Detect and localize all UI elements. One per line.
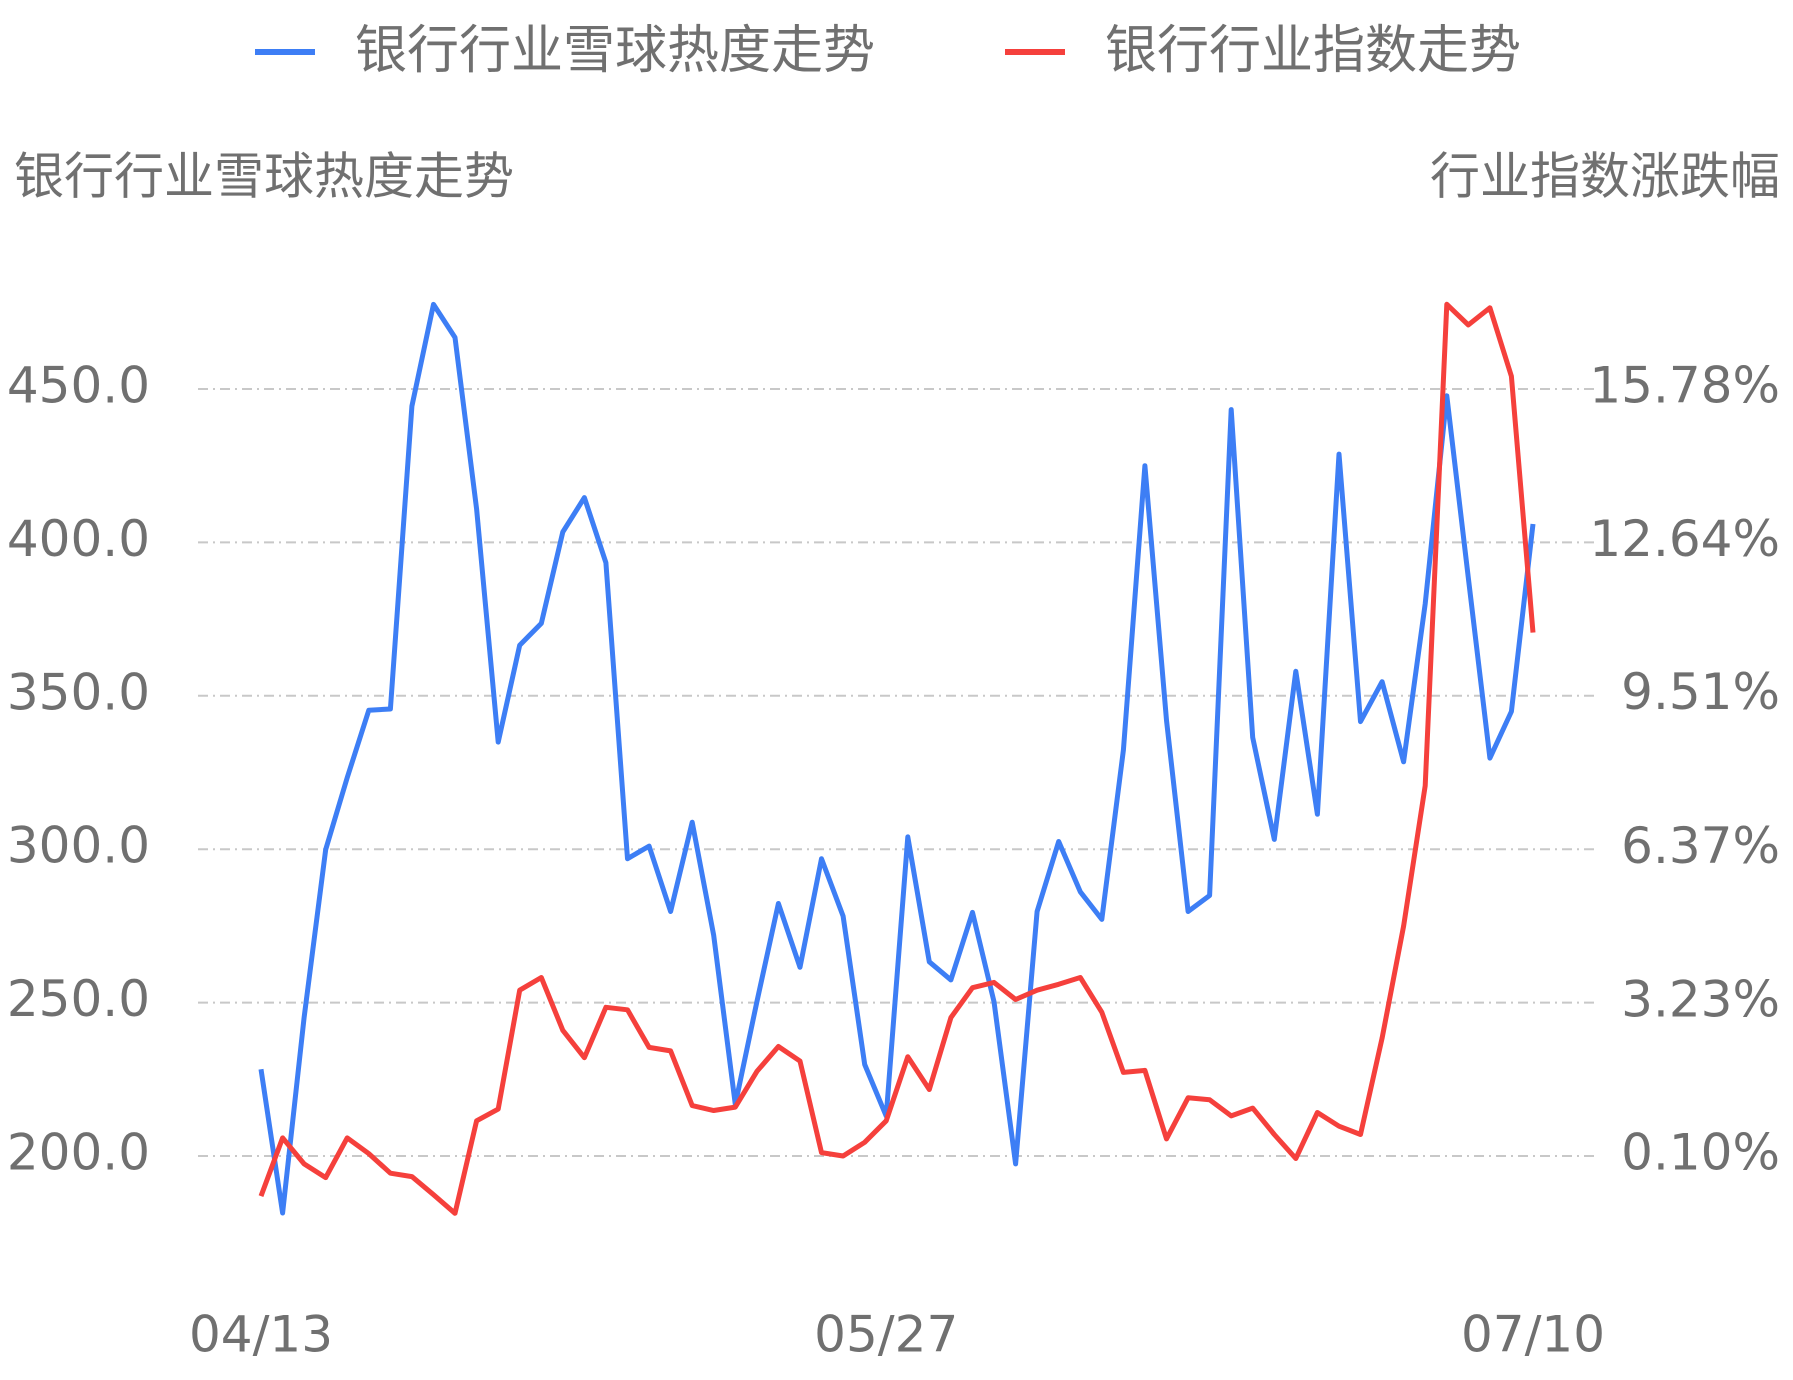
series-line	[258, 301, 1536, 1216]
series-line	[258, 301, 1536, 1216]
y2-tick-label: 12.64%	[1589, 510, 1780, 568]
x-tick-label: 05/27	[814, 1306, 958, 1364]
y-axis-title: 银行行业雪球热度走势	[14, 148, 514, 206]
y2-tick-label: 0.10%	[1621, 1124, 1780, 1182]
x-tick-label: 04/13	[189, 1306, 333, 1364]
y-tick-label: 250.0	[7, 970, 150, 1028]
y-tick-label: 400.0	[7, 510, 150, 568]
y2-axis-title: 行业指数涨跌幅	[1430, 148, 1780, 206]
y2-tick-label: 6.37%	[1621, 817, 1780, 875]
y-tick-label: 450.0	[7, 357, 150, 415]
x-tick-label: 07/10	[1461, 1306, 1605, 1364]
y-tick-label: 300.0	[7, 817, 150, 875]
y-tick-label: 200.0	[7, 1123, 150, 1181]
y2-tick-label: 9.51%	[1621, 663, 1780, 721]
legend-label: 银行行业指数走势	[1105, 21, 1521, 81]
y2-tick-label: 15.78%	[1589, 356, 1780, 414]
legend-label: 银行行业雪球热度走势	[355, 21, 875, 81]
y2-tick-label: 3.23%	[1621, 970, 1780, 1028]
y-tick-label: 350.0	[7, 663, 150, 721]
